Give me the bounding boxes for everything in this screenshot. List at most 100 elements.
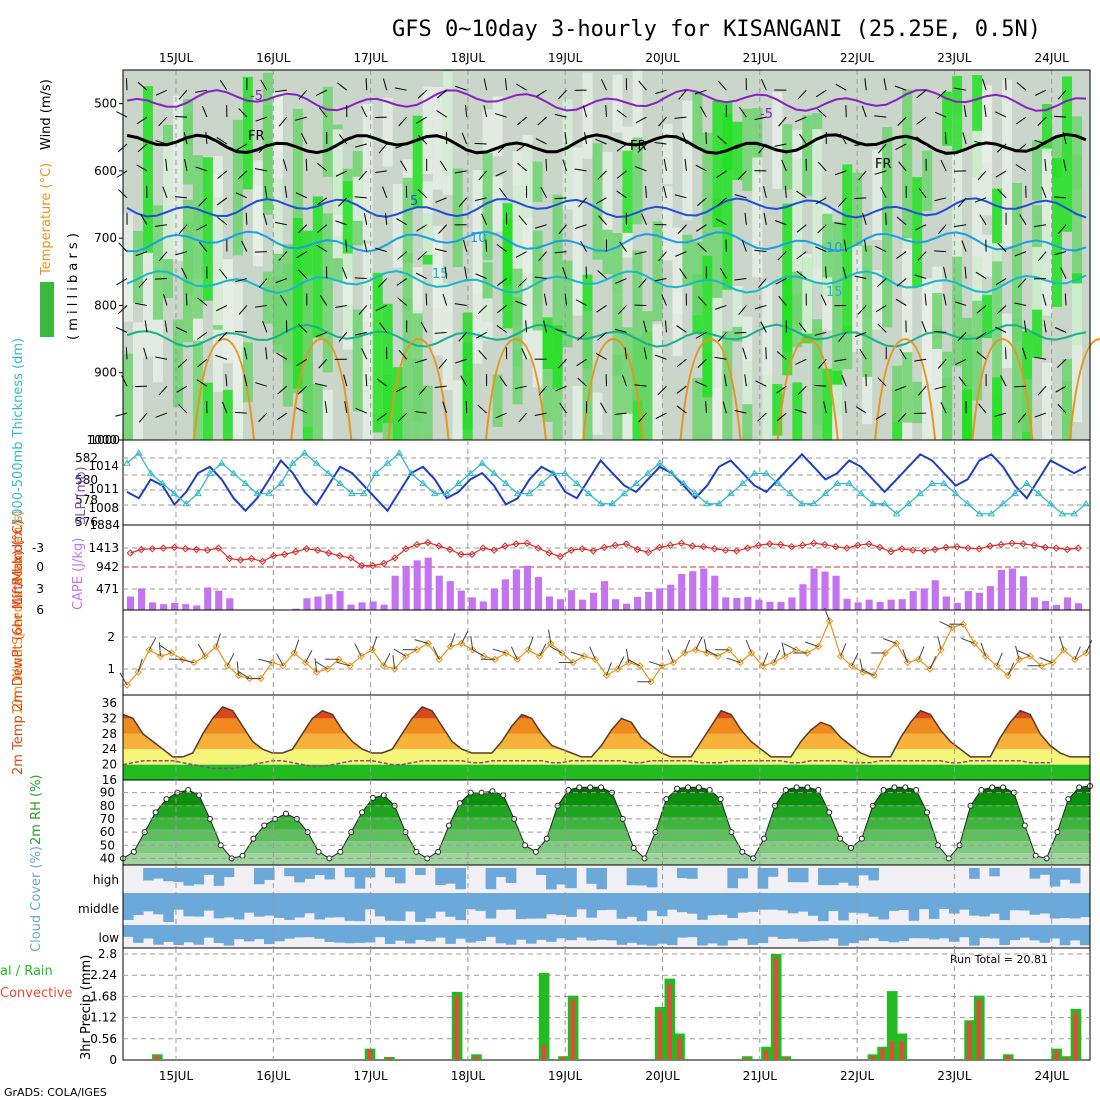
wind-barb <box>1054 327 1067 333</box>
rh-cell <box>602 151 613 257</box>
contour-label: FR <box>875 157 892 172</box>
wind-barb <box>624 347 627 360</box>
wind-barb <box>877 278 887 288</box>
wind-barb <box>606 662 612 676</box>
rh-tick: 60 <box>100 825 115 839</box>
wind-barb <box>276 412 288 421</box>
rh-cell <box>842 325 853 370</box>
wind-barb <box>582 105 588 118</box>
bottom-date-label: 19JUL <box>548 1069 583 1083</box>
li-point <box>302 545 311 553</box>
wind-barb <box>842 266 847 279</box>
wind-barb <box>734 194 747 199</box>
isotherm-line <box>126 197 1087 219</box>
wind-barb <box>135 251 148 257</box>
contour-label: -5 <box>250 89 263 104</box>
cape-bar <box>854 602 862 610</box>
thickness-point <box>821 489 830 497</box>
li-point <box>347 554 355 562</box>
cape-axis-label: CAPE (J/kg) <box>71 538 86 610</box>
rh-point <box>1000 784 1007 791</box>
top-date-label: 15JUL <box>159 51 194 65</box>
precip-legend-total: al / Rain <box>0 964 53 979</box>
li-point <box>137 545 146 554</box>
rh-cell <box>822 368 833 440</box>
li-point <box>622 540 631 548</box>
wind-barb <box>676 325 687 333</box>
cloud-cell <box>344 868 356 878</box>
wind-barb <box>379 322 388 333</box>
rh-cell <box>332 236 343 282</box>
thickness-point <box>182 499 191 507</box>
cloud-cell <box>848 925 859 944</box>
rh-cell <box>552 325 563 389</box>
wind-barb <box>238 108 248 118</box>
wind-speed-point <box>781 652 789 660</box>
wind-barb <box>575 299 587 306</box>
cloud-cell <box>143 868 154 881</box>
thickness-point <box>655 459 664 466</box>
li-point <box>391 554 399 562</box>
wind-barb <box>297 323 308 333</box>
precip-convective-bar <box>744 1057 750 1060</box>
cloud-cell <box>596 868 607 890</box>
wind-speed-point <box>669 658 678 667</box>
wind-barb <box>979 214 987 225</box>
wind-barb <box>215 305 228 312</box>
wind-barb <box>197 358 208 368</box>
rh-cell <box>872 149 883 240</box>
cape-bar <box>149 602 157 610</box>
wind-barb <box>877 143 887 154</box>
cloud-cell <box>143 925 154 939</box>
wind-barb <box>796 251 807 260</box>
thickness-axis-label: 1000-500mb Thickness (dm) <box>11 338 26 525</box>
wind-barb <box>383 653 391 667</box>
cloud-cell <box>485 893 497 919</box>
rh-point <box>804 784 811 791</box>
rh-cell <box>452 168 463 268</box>
wind-barb <box>851 652 859 667</box>
cloud-cell <box>717 925 728 946</box>
wind-barb <box>314 658 318 673</box>
wind-barb <box>898 161 907 172</box>
wind-barb <box>700 106 707 118</box>
cape-bar <box>1074 603 1083 610</box>
rh-cell <box>422 181 433 255</box>
wind-barb <box>174 116 187 118</box>
li-point <box>799 541 807 550</box>
wind-barb <box>854 143 867 146</box>
wind-barb <box>470 635 474 650</box>
wind-barb <box>1042 293 1047 306</box>
wind-barb <box>262 320 268 333</box>
rh-point <box>152 809 159 816</box>
rh-cell <box>542 317 553 369</box>
wind-barb <box>1034 139 1047 145</box>
li-point <box>1030 541 1038 550</box>
li-point <box>920 547 928 555</box>
wind-barb <box>175 326 188 333</box>
cloud-cell <box>999 925 1010 945</box>
wind-barb <box>417 189 428 199</box>
wind-barb <box>954 301 967 306</box>
wind-barb <box>627 658 641 667</box>
cloud-cell <box>969 893 980 916</box>
wind-barb <box>1085 640 1093 654</box>
wind-barb <box>1054 251 1067 256</box>
rh-cell <box>292 108 303 271</box>
cape-bar <box>413 560 421 610</box>
wind-barb <box>396 218 407 226</box>
li-point <box>997 540 1005 549</box>
cloud-cell <box>797 893 809 912</box>
rh-cell <box>442 283 453 390</box>
pressure-tick: 500 <box>94 97 117 111</box>
wind-barb <box>834 170 847 176</box>
wind-barb <box>137 143 148 153</box>
rh-cell <box>262 72 273 215</box>
rh-cell <box>602 229 613 275</box>
rh-swatch <box>40 282 54 337</box>
cape-bar <box>898 599 906 610</box>
wind-barb <box>754 116 767 121</box>
rh-cell <box>612 74 623 133</box>
wind-barb <box>418 385 428 396</box>
